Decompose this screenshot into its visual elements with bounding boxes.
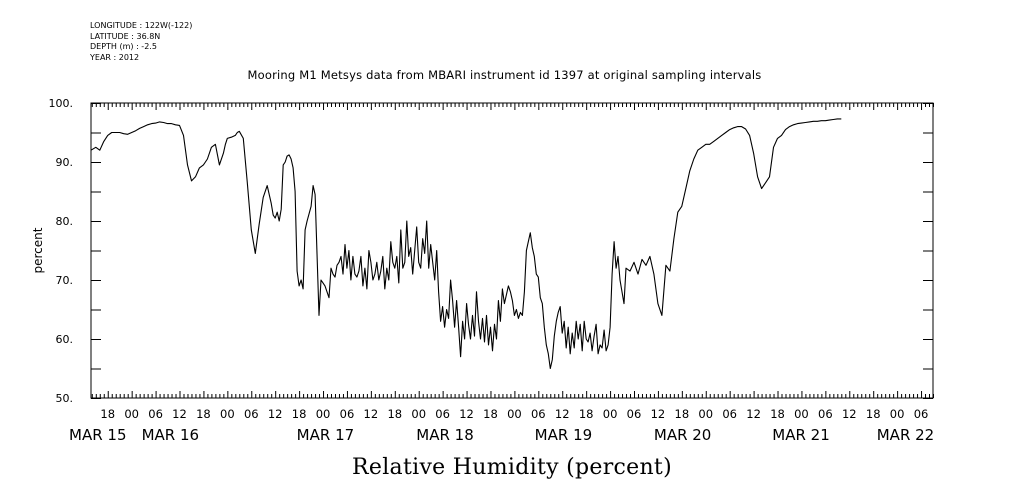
- x-tick-label: 12: [555, 407, 570, 421]
- x-tick-label: 00: [124, 407, 139, 421]
- latitude-text: LATITUDE : 36.8N: [90, 31, 161, 41]
- x-tick-label: 00: [316, 407, 331, 421]
- y-tick-label: 80.: [56, 215, 74, 228]
- x-date-label: MAR 16: [142, 426, 199, 444]
- x-tick-label: 06: [818, 407, 833, 421]
- x-tick-label: 12: [268, 407, 283, 421]
- longitude-text: LONGITUDE : 122W(-122): [90, 21, 193, 30]
- x-tick-label: 06: [722, 407, 737, 421]
- mooring-metadata: LONGITUDE : 122W(-122) LATITUDE : 36.8N …: [90, 21, 192, 63]
- x-date-label: MAR 15: [69, 426, 126, 444]
- x-tick-label: 06: [531, 407, 546, 421]
- x-tick-label: 06: [435, 407, 450, 421]
- x-tick-label: 18: [100, 407, 115, 421]
- y-tick-label: 90.: [56, 156, 74, 169]
- x-tick-label: 06: [914, 407, 929, 421]
- x-date-label: MAR 19: [535, 426, 592, 444]
- x-axis-title: Relative Humidity (percent): [352, 455, 672, 480]
- x-date-label: MAR 21: [772, 426, 829, 444]
- x-date-label: MAR 20: [654, 426, 711, 444]
- x-tick-label: 06: [627, 407, 642, 421]
- x-tick-label: 18: [770, 407, 785, 421]
- x-tick-label: 00: [890, 407, 905, 421]
- x-tick-label: 18: [675, 407, 690, 421]
- plot-frame: [90, 102, 934, 399]
- x-tick-label: 12: [651, 407, 666, 421]
- x-tick-label: 00: [411, 407, 426, 421]
- x-tick-label: 18: [196, 407, 211, 421]
- y-tick-label: 100.: [49, 97, 74, 110]
- x-tick-label: 06: [148, 407, 163, 421]
- x-tick-label: 12: [746, 407, 761, 421]
- x-tick-label: 18: [579, 407, 594, 421]
- x-tick-label: 12: [459, 407, 474, 421]
- chart-title: Mooring M1 Metsys data from MBARI instru…: [247, 68, 762, 82]
- x-tick-label: 12: [842, 407, 857, 421]
- x-tick-label: 00: [794, 407, 809, 421]
- x-date-label: MAR 18: [416, 426, 473, 444]
- x-tick-label: 00: [698, 407, 713, 421]
- y-tick-label: 60.: [56, 333, 74, 346]
- x-date-label: MAR 17: [297, 426, 354, 444]
- y-tick-label: 50.: [56, 392, 74, 405]
- x-tick-label: 06: [340, 407, 355, 421]
- x-tick-label: 06: [244, 407, 259, 421]
- humidity-series-line: [90, 118, 842, 370]
- year-text: YEAR : 2012: [90, 52, 140, 62]
- x-tick-label: 18: [387, 407, 402, 421]
- x-tick-label: 00: [507, 407, 522, 421]
- depth-text: DEPTH (m) : -2.5: [90, 42, 157, 51]
- x-tick-label: 18: [483, 407, 498, 421]
- y-axis-label: percent: [31, 227, 45, 273]
- x-tick-label: 00: [603, 407, 618, 421]
- y-tick-label: 70.: [56, 274, 74, 287]
- x-tick-label: 00: [220, 407, 235, 421]
- x-tick-label: 12: [364, 407, 379, 421]
- x-date-label: MAR 22: [877, 426, 934, 444]
- x-tick-label: 12: [172, 407, 187, 421]
- x-tick-label: 18: [292, 407, 307, 421]
- x-tick-label: 18: [866, 407, 881, 421]
